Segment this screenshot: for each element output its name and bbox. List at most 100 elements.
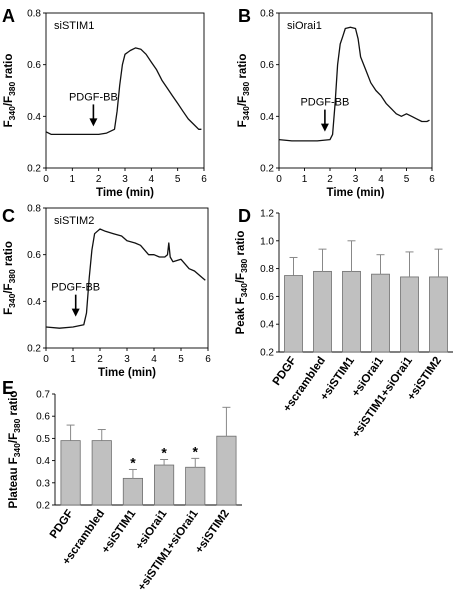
series-line [278, 26, 430, 142]
panel-letter-e: E [2, 378, 14, 398]
y-tick-label: 0.2 [260, 348, 274, 359]
x-tick-label: 5 [404, 174, 410, 185]
y-axis-title-part: Plateau F [8, 457, 20, 508]
y-tick-label: 1.0 [260, 236, 274, 247]
y-tick-label: 0.8 [260, 264, 274, 275]
bar [60, 440, 81, 506]
y-axis-title-subscript: 380 [239, 258, 249, 272]
category-label: PDGF [271, 355, 299, 388]
y-tick-label: 0.4 [260, 112, 274, 123]
category-label: PDGF [48, 508, 76, 541]
annotation-arrow-head [320, 123, 329, 132]
y-tick-label: 0.2 [27, 344, 41, 355]
y-axis-title-subscript: 340 [241, 106, 251, 120]
y-tick-label: 0.6 [27, 250, 41, 261]
bar [313, 270, 332, 353]
y-tick-label: 0.8 [27, 204, 41, 215]
y-axis-title-part: Peak F [235, 297, 247, 334]
series-line [45, 47, 202, 136]
x-tick-label: 2 [96, 174, 102, 185]
panel-b-line-chart: 0 1 2 3 4 5 6 0.2 0.4 0.6 0.8 Time (min) F340/F380 r… [237, 9, 435, 200]
y-axis-title-part: /F [3, 96, 15, 106]
y-axis-title-part: ratio [237, 54, 249, 82]
y-axis-title-subscript: 340 [239, 283, 249, 297]
y-axis-title: F340/F380 ratio [3, 54, 17, 128]
y-tick-label: 0.6 [260, 292, 274, 303]
x-axis-title: Time (min) [98, 367, 156, 379]
y-axis-title-subscript: 340 [7, 106, 17, 120]
x-axis-title: Time (min) [96, 187, 154, 199]
plot-frame [278, 12, 433, 169]
significance-marker: * [193, 443, 199, 459]
y-axis-title-subscript: 380 [241, 81, 251, 95]
y-axis-title-part: /F [235, 273, 247, 283]
y-axis-title: F340/F380 ratio [3, 241, 17, 315]
x-tick-label: 1 [302, 174, 308, 185]
y-axis-title-part: F [3, 120, 15, 127]
x-tick-label: 3 [122, 174, 128, 185]
y-axis-title-part: ratio [8, 391, 20, 419]
category-label: +siSTIM1+siOrai1 [136, 507, 201, 593]
x-tick-label: 3 [124, 354, 130, 365]
panel-a-line-chart: 0 1 2 3 4 5 6 0.2 0.4 0.6 0.8 Time (min) F340/F380 r… [3, 9, 207, 200]
panel-e-bar-chart: 0.2 0.3 0.4 0.5 0.6 0.7 Plateau F340/F380 rati… [8, 390, 242, 593]
x-tick-label: 5 [178, 354, 184, 365]
y-axis-title: F340/F380 ratio [237, 54, 251, 128]
y-axis-title-part: ratio [235, 231, 247, 259]
y-tick-label: 0.5 [36, 434, 50, 445]
y-tick-label: 0.4 [36, 456, 50, 467]
y-tick-label: 0.8 [260, 9, 274, 20]
y-axis-title-part: /F [8, 433, 20, 443]
y-axis-title-part: F [3, 308, 15, 315]
y-axis-title-subscript: 380 [7, 269, 17, 283]
y-tick-label: 0.8 [27, 9, 41, 20]
y-axis-title: Peak F340/F380 ratio [235, 231, 249, 335]
x-tick-label: 0 [43, 354, 49, 365]
significance-marker: * [130, 454, 136, 470]
annotation-arrow-head [71, 308, 80, 317]
y-axis-title-subscript: 380 [7, 81, 17, 95]
x-tick-label: 2 [327, 174, 333, 185]
y-tick-label: 0.7 [36, 390, 50, 401]
y-tick-label: 0.2 [27, 164, 41, 175]
y-axis-title-part: ratio [3, 241, 15, 269]
x-tick-label: 4 [151, 354, 157, 365]
bar [371, 273, 390, 353]
significance-marker: * [161, 444, 167, 460]
bar [429, 276, 448, 353]
y-axis-title: Plateau F340/F380 ratio [8, 391, 22, 509]
y-tick-label: 0.4 [260, 320, 274, 331]
x-tick-label: 1 [70, 354, 76, 365]
bar [122, 477, 143, 506]
inset-label: siSTIM1 [54, 20, 94, 32]
bar [284, 275, 303, 353]
x-tick-label: 0 [43, 174, 49, 185]
x-tick-label: 6 [201, 174, 207, 185]
x-axis-title: Time (min) [327, 187, 385, 199]
bar [154, 464, 175, 506]
annotation-label: PDGF-BB [69, 91, 118, 103]
y-axis-title-subscript: 380 [12, 418, 22, 432]
x-tick-label: 2 [97, 354, 103, 365]
y-tick-label: 0.6 [36, 412, 50, 423]
series-line [45, 228, 206, 329]
x-tick-label: 6 [429, 174, 435, 185]
panel-d-bar-chart: 0.2 0.4 0.6 0.8 1.0 1.2 Peak F340/F380 ratio PD… [235, 209, 453, 440]
y-axis-title-subscript: 340 [12, 443, 22, 457]
panel-letter-d: D [238, 206, 251, 226]
annotation-label: PDGF-BB [51, 282, 100, 294]
y-tick-label: 0.2 [260, 164, 274, 175]
y-axis-title-subscript: 340 [7, 293, 17, 307]
y-tick-label: 0.4 [27, 112, 41, 123]
y-axis-title-part: F [237, 120, 249, 127]
y-tick-label: 1.2 [260, 209, 274, 220]
x-tick-label: 6 [205, 354, 211, 365]
bar [216, 435, 237, 506]
panel-letter-c: C [2, 206, 15, 226]
x-tick-label: 5 [175, 174, 181, 185]
bar [400, 276, 419, 353]
x-tick-label: 4 [378, 174, 384, 185]
y-tick-label: 0.6 [260, 60, 274, 71]
y-tick-label: 0.4 [27, 297, 41, 308]
inset-label: siSTIM2 [54, 215, 94, 227]
